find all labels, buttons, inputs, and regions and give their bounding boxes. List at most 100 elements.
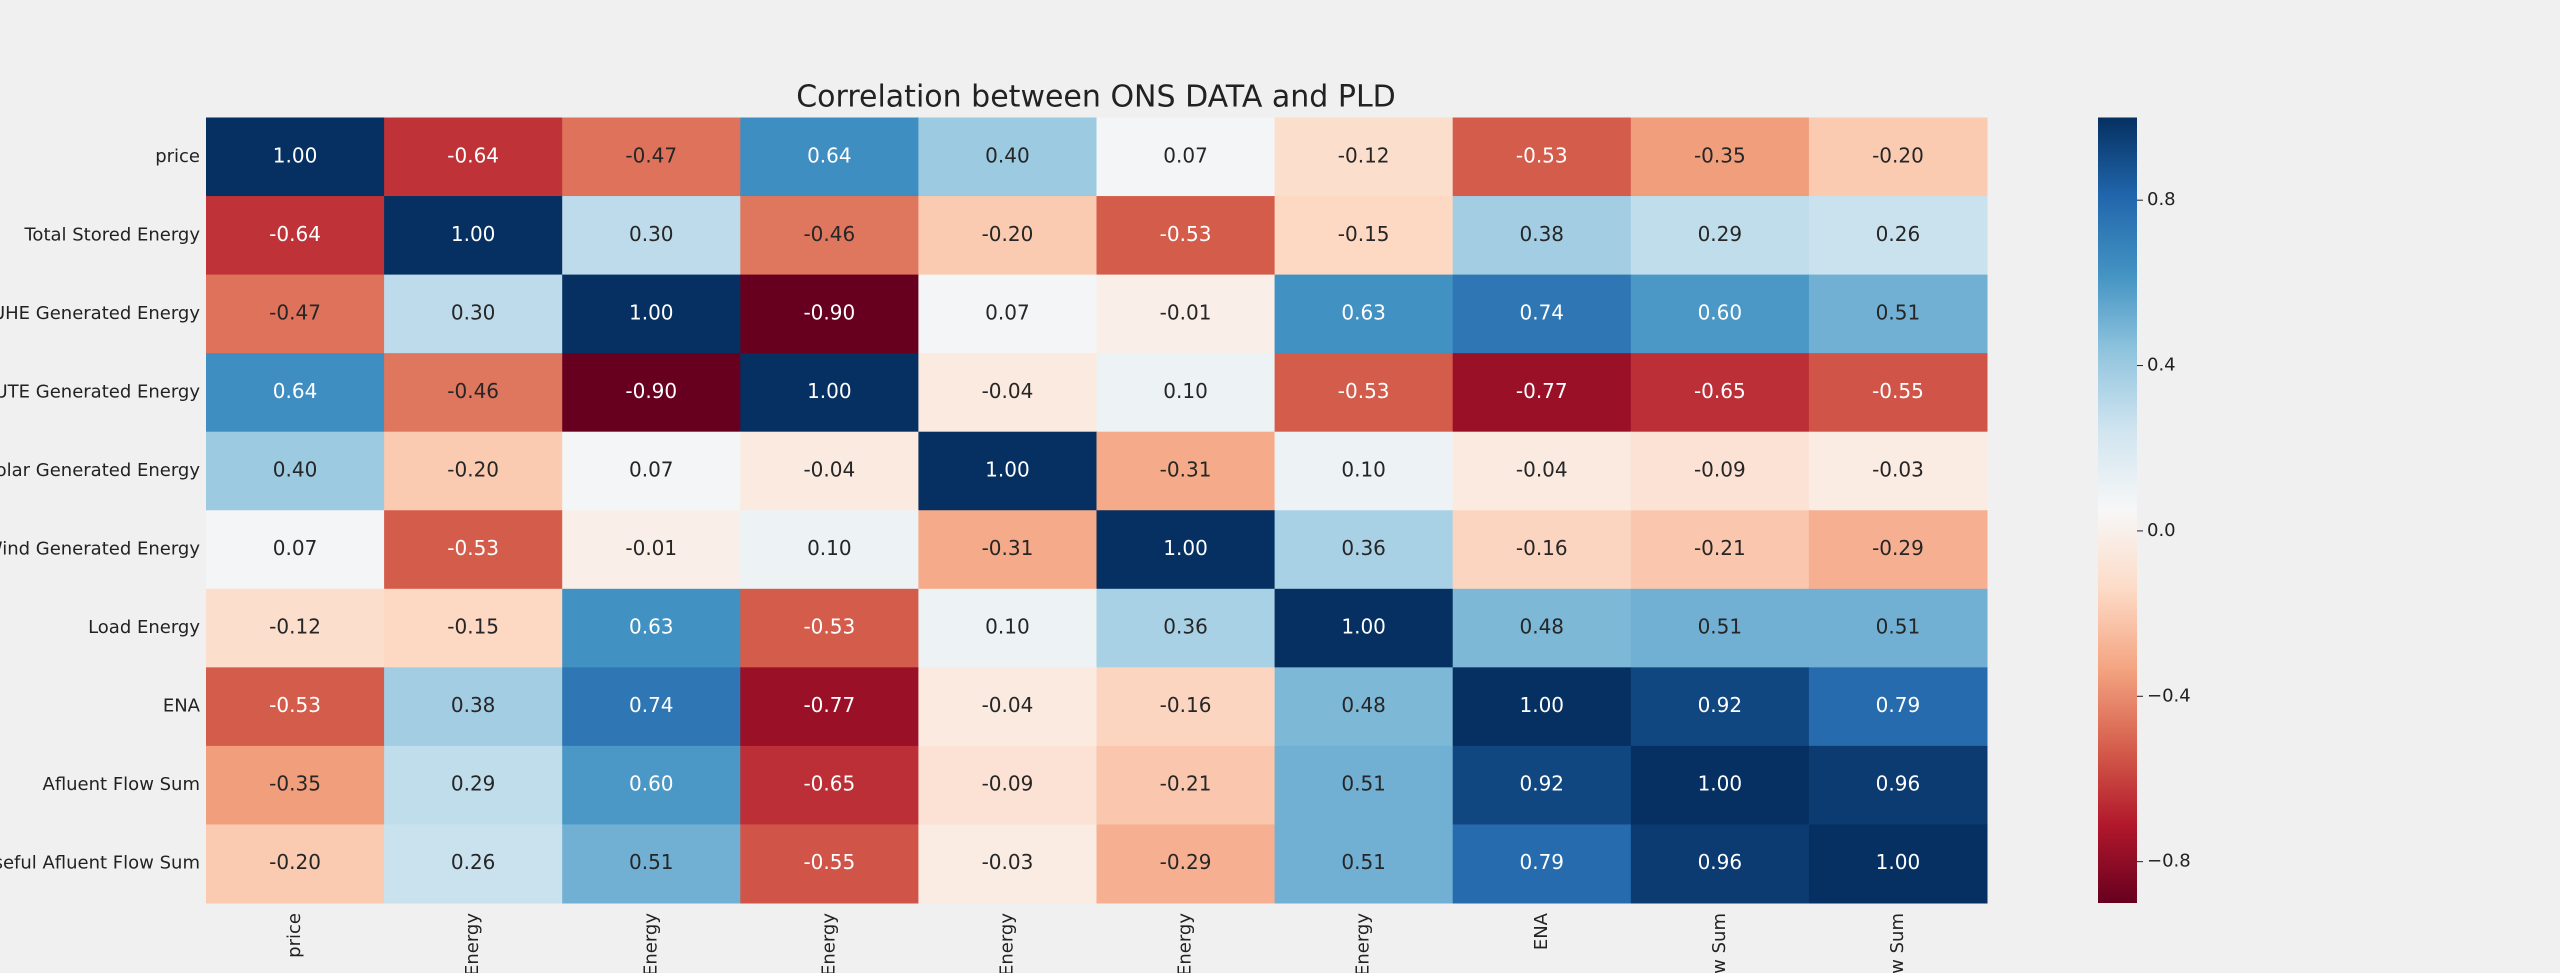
cell-label: 0.07 xyxy=(985,300,1030,324)
heatmap-cell xyxy=(1452,745,1632,825)
heatmap-cell xyxy=(1808,667,1988,747)
cell-label: 0.51 xyxy=(1698,615,1743,639)
heatmap-cell xyxy=(206,510,385,590)
cell-label: -0.03 xyxy=(1872,457,1924,481)
x-tick-label: Total Stored Energy xyxy=(462,913,483,973)
heatmap-cell xyxy=(384,510,563,590)
cell-label: 1.00 xyxy=(807,379,852,403)
heatmap-cell xyxy=(1630,667,1810,747)
heatmap-cell xyxy=(1808,588,1988,668)
heatmap-cell xyxy=(1808,274,1988,354)
heatmap-cell xyxy=(740,431,919,511)
heatmap-cell xyxy=(206,117,385,197)
cell-label: 1.00 xyxy=(629,300,674,324)
heatmap-cell xyxy=(1630,353,1810,433)
cell-label: -0.47 xyxy=(269,300,321,324)
cell-label: 0.10 xyxy=(1341,457,1386,481)
heatmap-cell xyxy=(740,117,919,197)
cell-label: 0.30 xyxy=(629,222,674,246)
cell-label: 1.00 xyxy=(451,222,496,246)
y-tick-label: Load Energy xyxy=(88,617,200,638)
cell-label: 0.26 xyxy=(451,850,496,874)
heatmap-cell xyxy=(918,588,1097,668)
heatmap-cell xyxy=(1096,117,1276,197)
cell-label: 0.48 xyxy=(1341,693,1386,717)
x-tick-label: Wind Generated Energy xyxy=(1175,913,1196,973)
cell-label: -0.53 xyxy=(1338,379,1390,403)
cell-label: 0.51 xyxy=(629,850,674,874)
heatmap-cell xyxy=(1274,353,1454,433)
cell-label: 0.10 xyxy=(985,615,1030,639)
heatmap-cell xyxy=(384,667,563,747)
heatmap-cell xyxy=(562,510,741,590)
cell-label: 0.07 xyxy=(1163,143,1208,167)
cell-label: 1.00 xyxy=(985,457,1030,481)
heatmap-cell xyxy=(562,431,741,511)
heatmap-cell xyxy=(206,353,385,433)
heatmap-cell xyxy=(1096,745,1276,825)
heatmap-cell xyxy=(1274,745,1454,825)
cell-label: 0.48 xyxy=(1519,615,1564,639)
cell-label: -0.15 xyxy=(447,615,499,639)
cell-label: 0.40 xyxy=(273,457,318,481)
heatmap-cell xyxy=(1808,824,1988,904)
heatmap-cell xyxy=(1452,824,1632,904)
cell-label: -0.35 xyxy=(1694,143,1746,167)
heatmap-cell xyxy=(918,510,1097,590)
heatmap-cell xyxy=(384,431,563,511)
heatmap-cell xyxy=(206,745,385,825)
cell-label: 0.51 xyxy=(1341,772,1386,796)
cell-label: -0.21 xyxy=(1694,536,1746,560)
heatmap-cell xyxy=(562,196,741,276)
cell-label: -0.55 xyxy=(1872,379,1924,403)
cell-label: -0.53 xyxy=(803,615,855,639)
cell-label: -0.01 xyxy=(625,536,677,560)
cell-label: 0.07 xyxy=(629,457,674,481)
heatmap-cell xyxy=(740,745,919,825)
cell-label: -0.46 xyxy=(803,222,855,246)
heatmap-cell xyxy=(1274,510,1454,590)
x-tick-label: Useful Afluent Flow Sum xyxy=(1887,913,1908,973)
x-tick-label: Load Energy xyxy=(1353,913,1374,973)
cell-label: -0.64 xyxy=(447,143,499,167)
heatmap-cell xyxy=(384,745,563,825)
cell-label: 0.26 xyxy=(1876,222,1921,246)
cell-label: 0.51 xyxy=(1876,615,1921,639)
cell-label: 0.30 xyxy=(451,300,496,324)
heatmap-cell xyxy=(562,588,741,668)
heatmap-cell xyxy=(562,353,741,433)
heatmap-cell xyxy=(1630,274,1810,354)
cell-label: -0.20 xyxy=(1872,143,1924,167)
heatmap-cell xyxy=(1096,588,1276,668)
cell-label: 0.92 xyxy=(1519,772,1564,796)
cell-label: -0.21 xyxy=(1160,772,1212,796)
heatmap-cell xyxy=(740,510,919,590)
heatmap-cell xyxy=(1630,117,1810,197)
cell-label: 0.38 xyxy=(1519,222,1564,246)
heatmap-cell xyxy=(1630,588,1810,668)
cell-label: -0.12 xyxy=(269,615,321,639)
heatmap-cell xyxy=(740,588,919,668)
cell-label: -0.46 xyxy=(447,379,499,403)
heatmap-cell xyxy=(740,824,919,904)
heatmap-cell xyxy=(1452,117,1632,197)
heatmap-cell xyxy=(1808,745,1988,825)
heatmap-cell xyxy=(740,353,919,433)
cell-label: -0.29 xyxy=(1872,536,1924,560)
heatmap-cell xyxy=(206,667,385,747)
heatmap-cell xyxy=(1452,667,1632,747)
cell-label: 0.29 xyxy=(451,772,496,796)
y-tick-label: UHE Generated Energy xyxy=(0,303,200,324)
cell-label: -0.01 xyxy=(1160,300,1212,324)
cell-label: -0.35 xyxy=(269,772,321,796)
x-tick-label: UTE Generated Energy xyxy=(818,913,839,973)
heatmap-cell xyxy=(1096,510,1276,590)
heatmap-cell xyxy=(206,274,385,354)
x-tick-label: Afluent Flow Sum xyxy=(1709,913,1730,973)
colorbar xyxy=(2098,117,2137,903)
cell-label: -0.53 xyxy=(447,536,499,560)
heatmap-cell xyxy=(1452,196,1632,276)
cell-label: -0.47 xyxy=(625,143,677,167)
heatmap-cell xyxy=(918,274,1097,354)
cell-label: -0.65 xyxy=(1694,379,1746,403)
